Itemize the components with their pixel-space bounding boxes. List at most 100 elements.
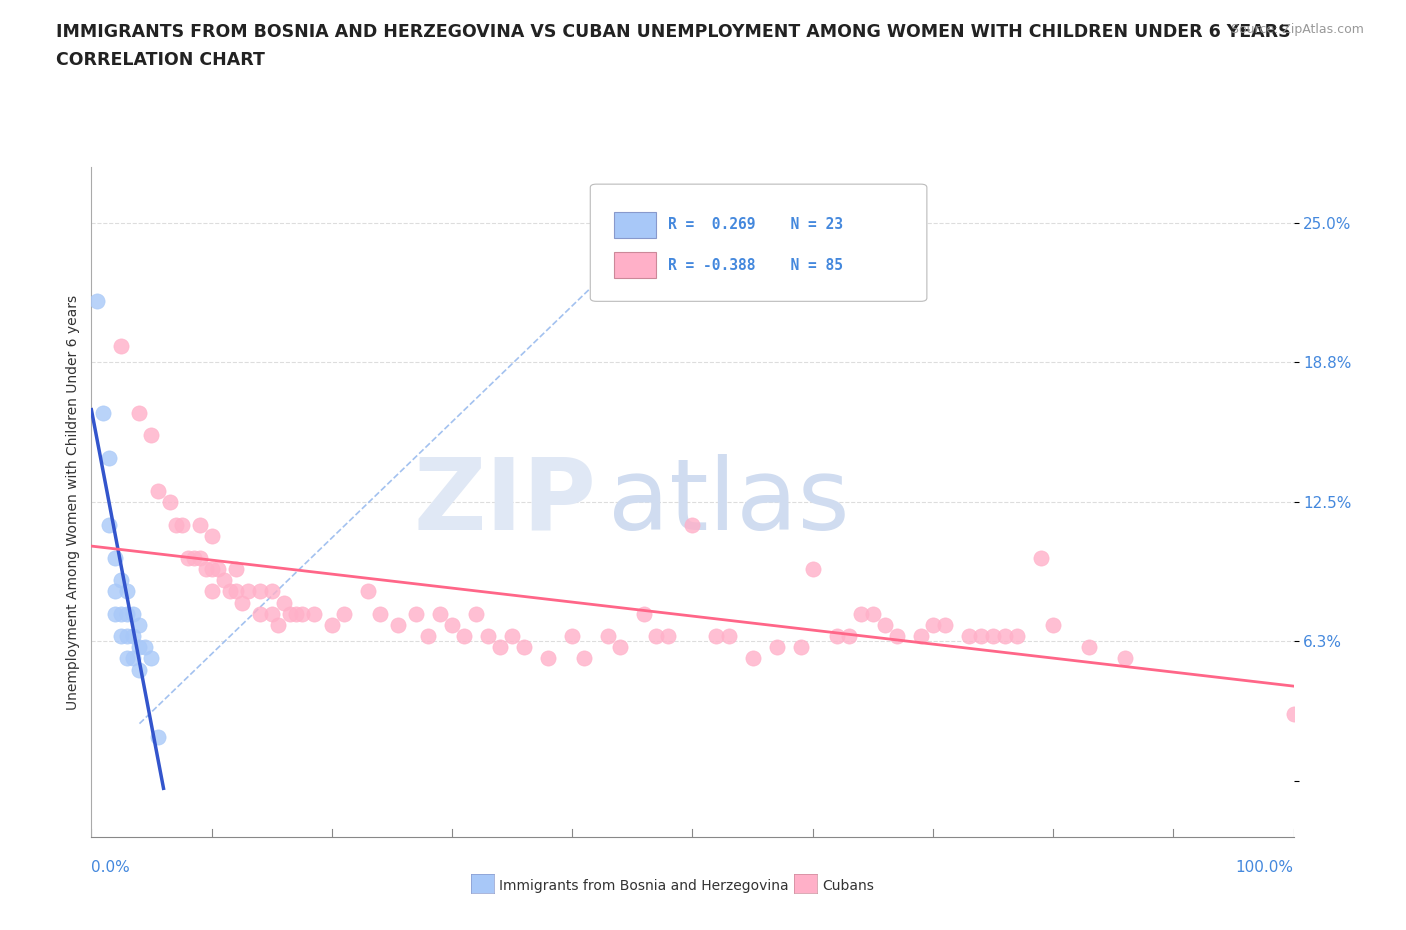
Point xyxy=(598,629,620,644)
Point xyxy=(165,517,187,532)
Point xyxy=(128,640,150,655)
Point xyxy=(146,484,169,498)
Point xyxy=(188,517,211,532)
Point xyxy=(344,149,367,164)
Point xyxy=(260,606,283,621)
Point xyxy=(141,428,163,443)
Point xyxy=(321,618,343,632)
Point xyxy=(207,562,229,577)
Text: 0.0%: 0.0% xyxy=(91,860,131,875)
Point xyxy=(122,651,145,666)
Point xyxy=(741,651,763,666)
Point xyxy=(218,584,240,599)
Point xyxy=(862,606,884,621)
Point xyxy=(513,640,536,655)
Point xyxy=(93,405,115,420)
Point xyxy=(128,405,150,420)
Point xyxy=(453,629,475,644)
Point xyxy=(1114,651,1136,666)
Point xyxy=(117,584,139,599)
Point xyxy=(201,528,224,543)
Text: atlas: atlas xyxy=(609,454,851,551)
Point xyxy=(1005,629,1028,644)
Text: CORRELATION CHART: CORRELATION CHART xyxy=(56,51,266,69)
Text: Immigrants from Bosnia and Herzegovina: Immigrants from Bosnia and Herzegovina xyxy=(499,879,789,893)
Point xyxy=(465,606,488,621)
Point xyxy=(561,629,583,644)
Point xyxy=(477,629,499,644)
Text: Source: ZipAtlas.com: Source: ZipAtlas.com xyxy=(1230,23,1364,36)
Point xyxy=(489,640,512,655)
Point xyxy=(368,606,391,621)
Point xyxy=(838,629,860,644)
Point xyxy=(98,517,121,532)
Point xyxy=(260,584,283,599)
Point xyxy=(1078,640,1101,655)
Point xyxy=(110,606,132,621)
Point xyxy=(225,584,247,599)
Point xyxy=(574,651,596,666)
Point xyxy=(104,606,127,621)
Point xyxy=(1029,551,1052,565)
Point xyxy=(110,339,132,353)
Point xyxy=(249,584,271,599)
Point xyxy=(104,551,127,565)
Point xyxy=(302,606,325,621)
Point xyxy=(141,651,163,666)
Point xyxy=(104,584,127,599)
Point xyxy=(501,629,523,644)
Point xyxy=(110,573,132,588)
Point xyxy=(117,606,139,621)
Point xyxy=(681,517,703,532)
Text: Cubans: Cubans xyxy=(823,879,875,893)
Point xyxy=(273,595,295,610)
Point xyxy=(717,629,740,644)
Point xyxy=(910,629,932,644)
Point xyxy=(801,562,824,577)
Point xyxy=(122,629,145,644)
FancyBboxPatch shape xyxy=(591,184,927,301)
Y-axis label: Unemployment Among Women with Children Under 6 years: Unemployment Among Women with Children U… xyxy=(66,295,80,710)
Point xyxy=(284,606,307,621)
Point xyxy=(134,640,156,655)
Point xyxy=(981,629,1004,644)
Point xyxy=(1282,707,1305,722)
Point xyxy=(1042,618,1064,632)
Point xyxy=(537,651,560,666)
Point xyxy=(291,606,314,621)
Point xyxy=(789,640,811,655)
Point xyxy=(117,651,139,666)
Point xyxy=(194,562,217,577)
Point xyxy=(633,606,655,621)
Point xyxy=(267,618,290,632)
Point xyxy=(825,629,848,644)
Point xyxy=(117,629,139,644)
Point xyxy=(98,450,121,465)
Text: 100.0%: 100.0% xyxy=(1236,860,1294,875)
Point xyxy=(146,729,169,744)
Point xyxy=(440,618,463,632)
Point xyxy=(957,629,980,644)
Point xyxy=(86,294,108,309)
Point xyxy=(765,640,787,655)
Point xyxy=(188,551,211,565)
Point xyxy=(609,640,631,655)
Point xyxy=(706,629,728,644)
Text: ZIP: ZIP xyxy=(413,454,596,551)
Point xyxy=(236,584,259,599)
Point xyxy=(231,595,253,610)
Point xyxy=(994,629,1017,644)
Point xyxy=(159,495,181,510)
Text: IMMIGRANTS FROM BOSNIA AND HERZEGOVINA VS CUBAN UNEMPLOYMENT AMONG WOMEN WITH CH: IMMIGRANTS FROM BOSNIA AND HERZEGOVINA V… xyxy=(56,23,1291,41)
Point xyxy=(970,629,993,644)
Point xyxy=(201,584,224,599)
Point xyxy=(110,629,132,644)
Text: R =  0.269    N = 23: R = 0.269 N = 23 xyxy=(668,218,844,232)
Point xyxy=(416,629,439,644)
Point xyxy=(645,629,668,644)
Point xyxy=(201,562,224,577)
Point xyxy=(873,618,896,632)
Point xyxy=(387,618,409,632)
Point xyxy=(657,629,679,644)
Point xyxy=(886,629,908,644)
